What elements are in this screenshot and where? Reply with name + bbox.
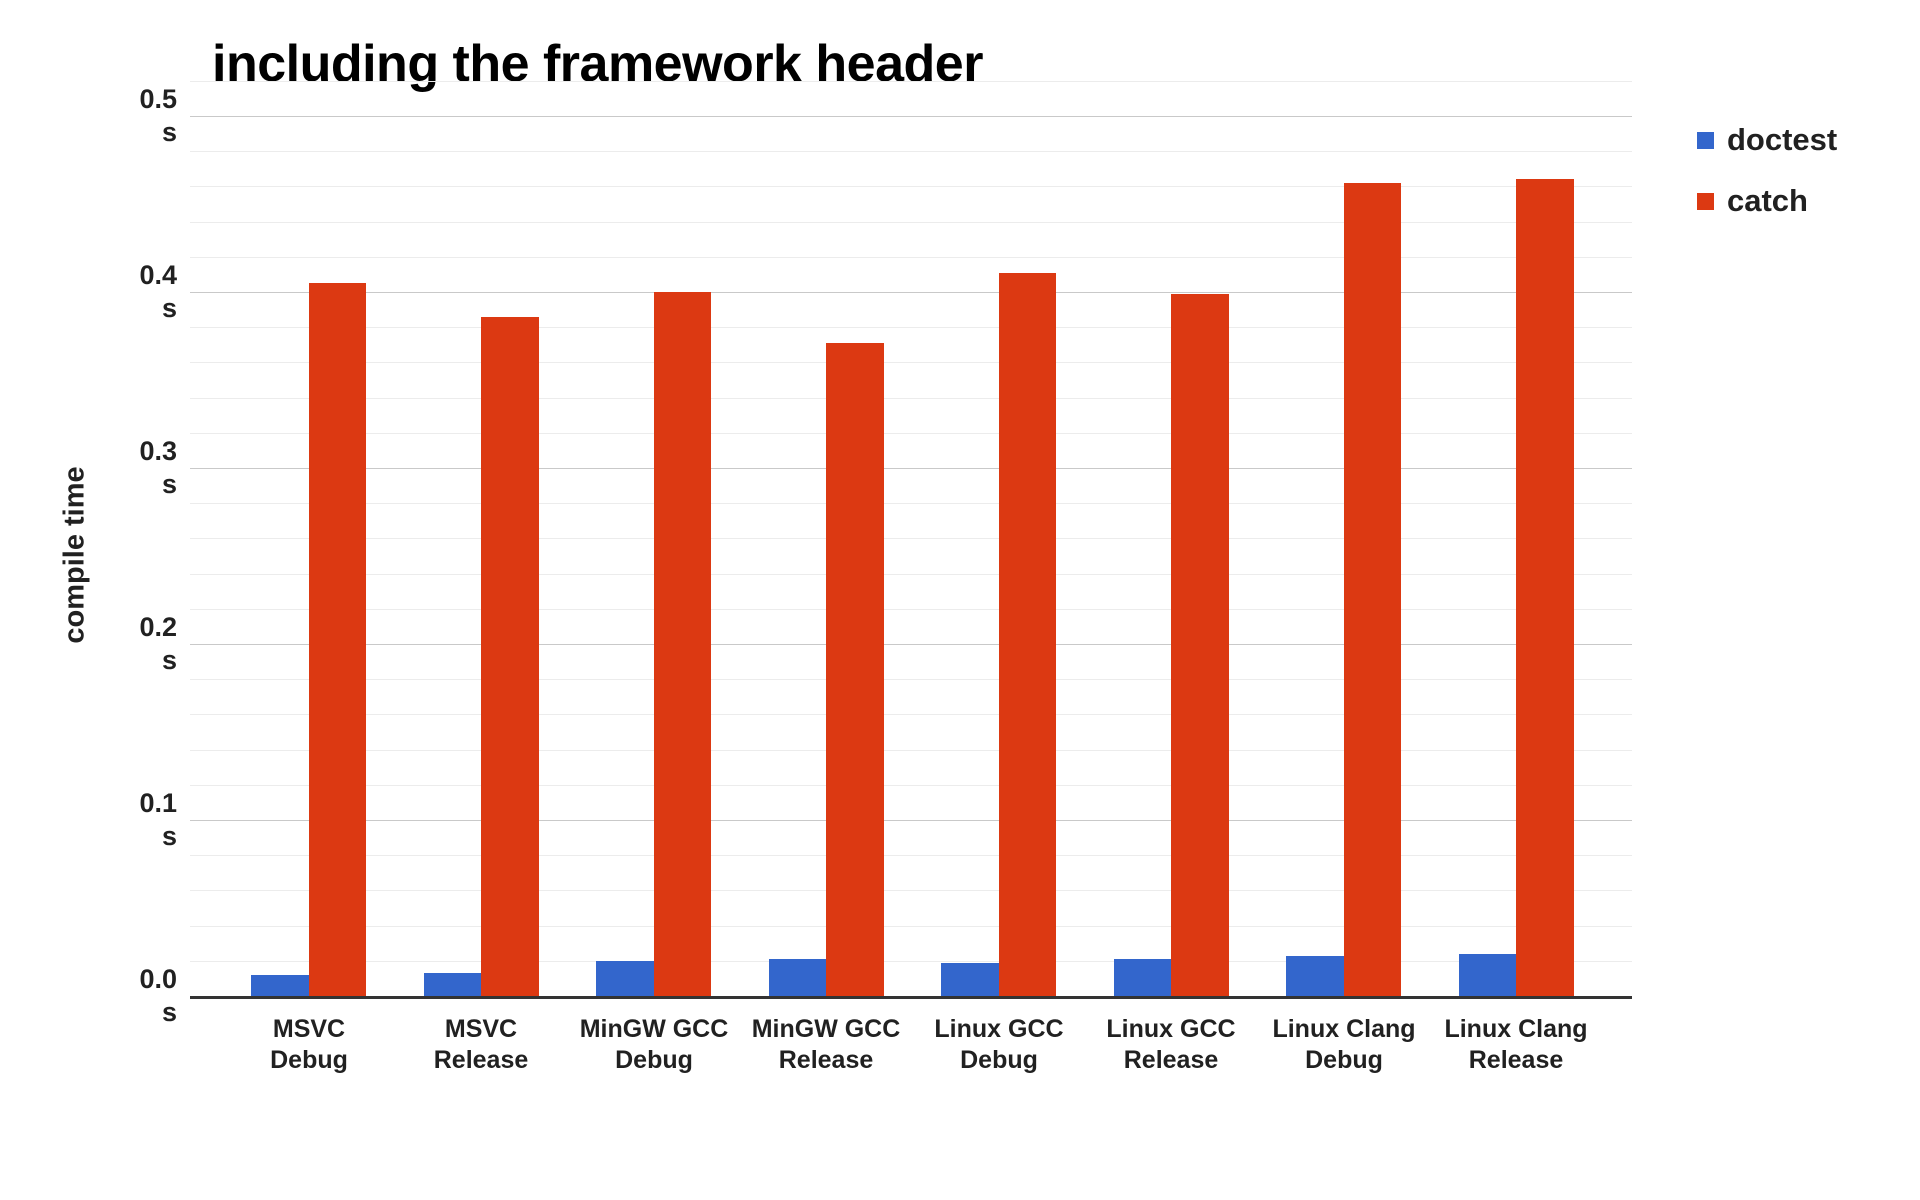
- bar-catch-msvc-debug: [308, 283, 366, 996]
- legend-item-catch: catch: [1697, 181, 1837, 221]
- minor-gridline: [190, 714, 1632, 715]
- minor-gridline: [190, 362, 1632, 363]
- chart-title: including the framework header: [212, 35, 983, 93]
- minor-gridline: [190, 926, 1632, 927]
- bar-doctest-linux-clang-release: [1458, 954, 1516, 996]
- bar-catch-linux-clang-release: [1516, 179, 1574, 996]
- minor-gridline: [190, 151, 1632, 152]
- bar-catch-msvc-release: [481, 317, 539, 996]
- minor-gridline: [190, 81, 1632, 82]
- y-axis-tick-0.0: 0.0 s: [139, 964, 177, 1027]
- bar-catch-mingw-gcc-release: [826, 343, 884, 996]
- y-axis-tick-0.5: 0.5 s: [139, 84, 177, 147]
- major-gridline: [190, 292, 1632, 293]
- minor-gridline: [190, 503, 1632, 504]
- y-axis-tick-0.1: 0.1 s: [139, 788, 177, 851]
- y-axis-tick-0.2: 0.2 s: [139, 612, 177, 675]
- minor-gridline: [190, 433, 1632, 434]
- x-axis-label-linux-gcc-debug: Linux GCC Debug: [934, 1015, 1064, 1074]
- legend-swatch-catch: [1697, 192, 1714, 210]
- x-axis-label-msvc-debug: MSVC Debug: [270, 1015, 348, 1074]
- minor-gridline: [190, 327, 1632, 328]
- x-axis-label-linux-clang-release: Linux Clang Release: [1444, 1015, 1588, 1074]
- minor-gridline: [190, 679, 1632, 680]
- minor-gridline: [190, 257, 1632, 258]
- bar-catch-mingw-gcc-debug: [653, 292, 711, 996]
- minor-gridline: [190, 574, 1632, 575]
- x-axis-label-mingw-gcc-release: MinGW GCC Release: [751, 1015, 901, 1074]
- major-gridline: [190, 468, 1632, 469]
- minor-gridline: [190, 961, 1632, 962]
- y-axis-tick-0.3: 0.3 s: [139, 436, 177, 499]
- bar-doctest-msvc-debug: [251, 975, 309, 996]
- minor-gridline: [190, 538, 1632, 539]
- minor-gridline: [190, 222, 1632, 223]
- bar-catch-linux-gcc-debug: [998, 273, 1056, 996]
- x-axis-label-mingw-gcc-debug: MinGW GCC Debug: [579, 1015, 729, 1074]
- x-axis-label-linux-clang-debug: Linux Clang Debug: [1272, 1015, 1416, 1074]
- major-gridline: [190, 820, 1632, 821]
- legend: doctest catch: [1697, 120, 1837, 242]
- x-axis-label-linux-gcc-release: Linux GCC Release: [1106, 1015, 1236, 1074]
- minor-gridline: [190, 785, 1632, 786]
- bar-doctest-linux-gcc-release: [1113, 959, 1171, 996]
- bar-doctest-linux-gcc-debug: [941, 963, 999, 996]
- minor-gridline: [190, 609, 1632, 610]
- major-gridline: [190, 644, 1632, 645]
- legend-label-catch: catch: [1727, 183, 1808, 218]
- bar-doctest-mingw-gcc-release: [768, 959, 826, 996]
- legend-item-doctest: doctest: [1697, 120, 1837, 160]
- minor-gridline: [190, 398, 1632, 399]
- plot-area: [190, 81, 1632, 999]
- minor-gridline: [190, 750, 1632, 751]
- bar-doctest-mingw-gcc-debug: [596, 961, 654, 996]
- minor-gridline: [190, 186, 1632, 187]
- minor-gridline: [190, 855, 1632, 856]
- bar-catch-linux-gcc-release: [1171, 294, 1229, 996]
- legend-label-doctest: doctest: [1727, 122, 1838, 157]
- bar-catch-linux-clang-debug: [1343, 183, 1401, 996]
- major-gridline: [190, 116, 1632, 117]
- bar-doctest-msvc-release: [423, 973, 481, 996]
- minor-gridline: [190, 890, 1632, 891]
- bar-doctest-linux-clang-debug: [1286, 956, 1344, 996]
- x-axis-label-msvc-release: MSVC Release: [433, 1015, 529, 1074]
- y-axis-tick-0.4: 0.4 s: [139, 260, 177, 323]
- legend-swatch-doctest: [1697, 131, 1714, 149]
